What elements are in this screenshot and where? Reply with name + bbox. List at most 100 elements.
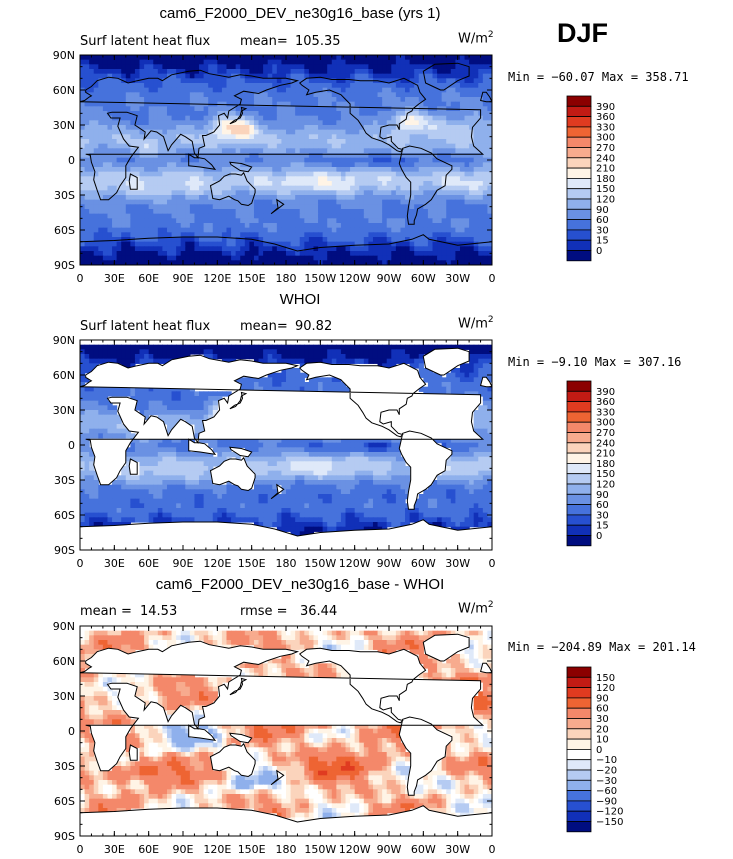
x-tick-label: 90W — [377, 843, 402, 856]
x-tick-label: 90E — [173, 557, 194, 570]
colorbar-box — [566, 239, 592, 251]
colorbar-label: 330 — [596, 407, 615, 418]
x-tick-label: 60E — [138, 557, 159, 570]
x-tick-label: 150W — [304, 272, 336, 285]
colorbar-box — [566, 821, 592, 833]
x-tick-label: 30W — [445, 843, 470, 856]
colorbar-box — [566, 401, 592, 413]
y-tick-label: 60N — [53, 655, 75, 668]
y-tick-label: 30N — [53, 119, 75, 132]
x-tick-label: 180 — [276, 843, 297, 856]
colorbar-label: 270 — [596, 428, 615, 439]
y-tick-label: 60S — [54, 795, 75, 808]
colorbar-label: 30 — [596, 714, 609, 725]
y-tick-label: 60N — [53, 84, 75, 97]
x-tick-label: 120E — [203, 843, 231, 856]
panel-3-mean-value: 14.53 — [140, 604, 178, 619]
colorbar-box — [566, 157, 592, 169]
panel-2-axes: 0 30E 60E 90E 120E 150E 180 150W 120W 90W 60W 30W 09… — [53, 334, 496, 570]
panel-1-units: W/m2 — [458, 30, 494, 47]
y-tick-label: 90S — [54, 259, 75, 272]
colorbar-label: 60 — [596, 500, 609, 511]
colorbar-label: 150 — [596, 673, 615, 684]
y-tick-label: 30S — [54, 474, 75, 487]
x-tick-label: 60E — [138, 843, 159, 856]
x-tick-label: 150E — [238, 272, 266, 285]
colorbar-box — [566, 535, 592, 547]
colorbar-box — [566, 390, 592, 402]
colorbar-label: 150 — [596, 469, 615, 480]
panel-3-rmse-label: rmse = — [240, 604, 288, 619]
x-tick-label: 120W — [339, 843, 371, 856]
y-tick-label: 0 — [68, 439, 75, 452]
colorbar-label: 90 — [596, 490, 609, 501]
x-tick-label: 30W — [445, 557, 470, 570]
y-tick-label: 90N — [53, 49, 75, 62]
panel-2-units: W/m2 — [458, 315, 494, 332]
colorbar-box — [566, 493, 592, 505]
panel-3-units: W/m2 — [458, 600, 494, 617]
colorbar-label: 120 — [596, 195, 615, 206]
colorbar-box — [566, 707, 592, 719]
colorbar-label: 360 — [596, 397, 615, 408]
colorbar-box — [566, 219, 592, 231]
y-tick-label: 90N — [53, 620, 75, 633]
colorbar-box — [566, 779, 592, 791]
y-tick-label: 60S — [54, 509, 75, 522]
colorbar-box — [566, 136, 592, 148]
panel-1-coastlines — [80, 62, 492, 265]
panel-3-axes: 0 30E 60E 90E 120E 150E 180 150W 120W 90W 60W 30W 09… — [53, 620, 496, 856]
colorbar-box — [566, 452, 592, 464]
colorbar-label: 180 — [596, 174, 615, 185]
colorbar-label: 90 — [596, 693, 609, 704]
y-tick-label: 0 — [68, 725, 75, 738]
colorbar-box — [566, 198, 592, 210]
panel-1-field — [80, 55, 492, 265]
panel-2-mean-label: mean= — [240, 319, 288, 334]
colorbar-label: 240 — [596, 438, 615, 449]
x-tick-label: 60W — [411, 557, 436, 570]
colorbar-label: 210 — [596, 449, 615, 460]
colorbar-box — [566, 442, 592, 454]
y-tick-label: 90N — [53, 334, 75, 347]
colorbar-box — [566, 483, 592, 495]
colorbar-label: 390 — [596, 102, 615, 113]
colorbar-box — [566, 95, 592, 107]
colorbar-label: −90 — [596, 796, 617, 807]
x-tick-label: 30W — [445, 272, 470, 285]
colorbar-box — [566, 514, 592, 526]
colorbar-label: 330 — [596, 122, 615, 133]
x-tick-label: 60E — [138, 272, 159, 285]
colorbar-box — [566, 728, 592, 740]
y-tick-label: 90S — [54, 830, 75, 843]
y-tick-label: 30S — [54, 760, 75, 773]
colorbar-label: 0 — [596, 745, 602, 756]
x-tick-label: 150E — [238, 843, 266, 856]
colorbar-label: −120 — [596, 807, 623, 818]
colorbar-box — [566, 759, 592, 771]
x-tick-label: 30E — [104, 843, 125, 856]
colorbar-box — [566, 421, 592, 433]
colorbar-label: 30 — [596, 510, 609, 521]
panel-3-mean-label: mean = — [80, 604, 132, 619]
y-tick-label: 0 — [68, 154, 75, 167]
colorbar-label: 60 — [596, 704, 609, 715]
x-tick-label: 90W — [377, 272, 402, 285]
y-tick-label: 60S — [54, 224, 75, 237]
x-tick-label: 90W — [377, 557, 402, 570]
panel-2-variable-label: Surf latent heat flux — [80, 319, 211, 334]
panel-2-min-max: Min = −9.10 Max = 307.16 — [508, 355, 682, 369]
colorbar-box — [566, 105, 592, 118]
colorbar-label: −60 — [596, 786, 617, 797]
colorbar-label: −10 — [596, 755, 617, 766]
colorbar-label: 240 — [596, 153, 615, 164]
x-tick-label: 0 — [489, 843, 496, 856]
colorbar-box — [566, 504, 592, 516]
y-tick-label: 30N — [53, 690, 75, 703]
panel-3-rmse-value: 36.44 — [300, 604, 338, 619]
y-tick-label: 90S — [54, 544, 75, 557]
season-label: DJF — [557, 18, 609, 48]
